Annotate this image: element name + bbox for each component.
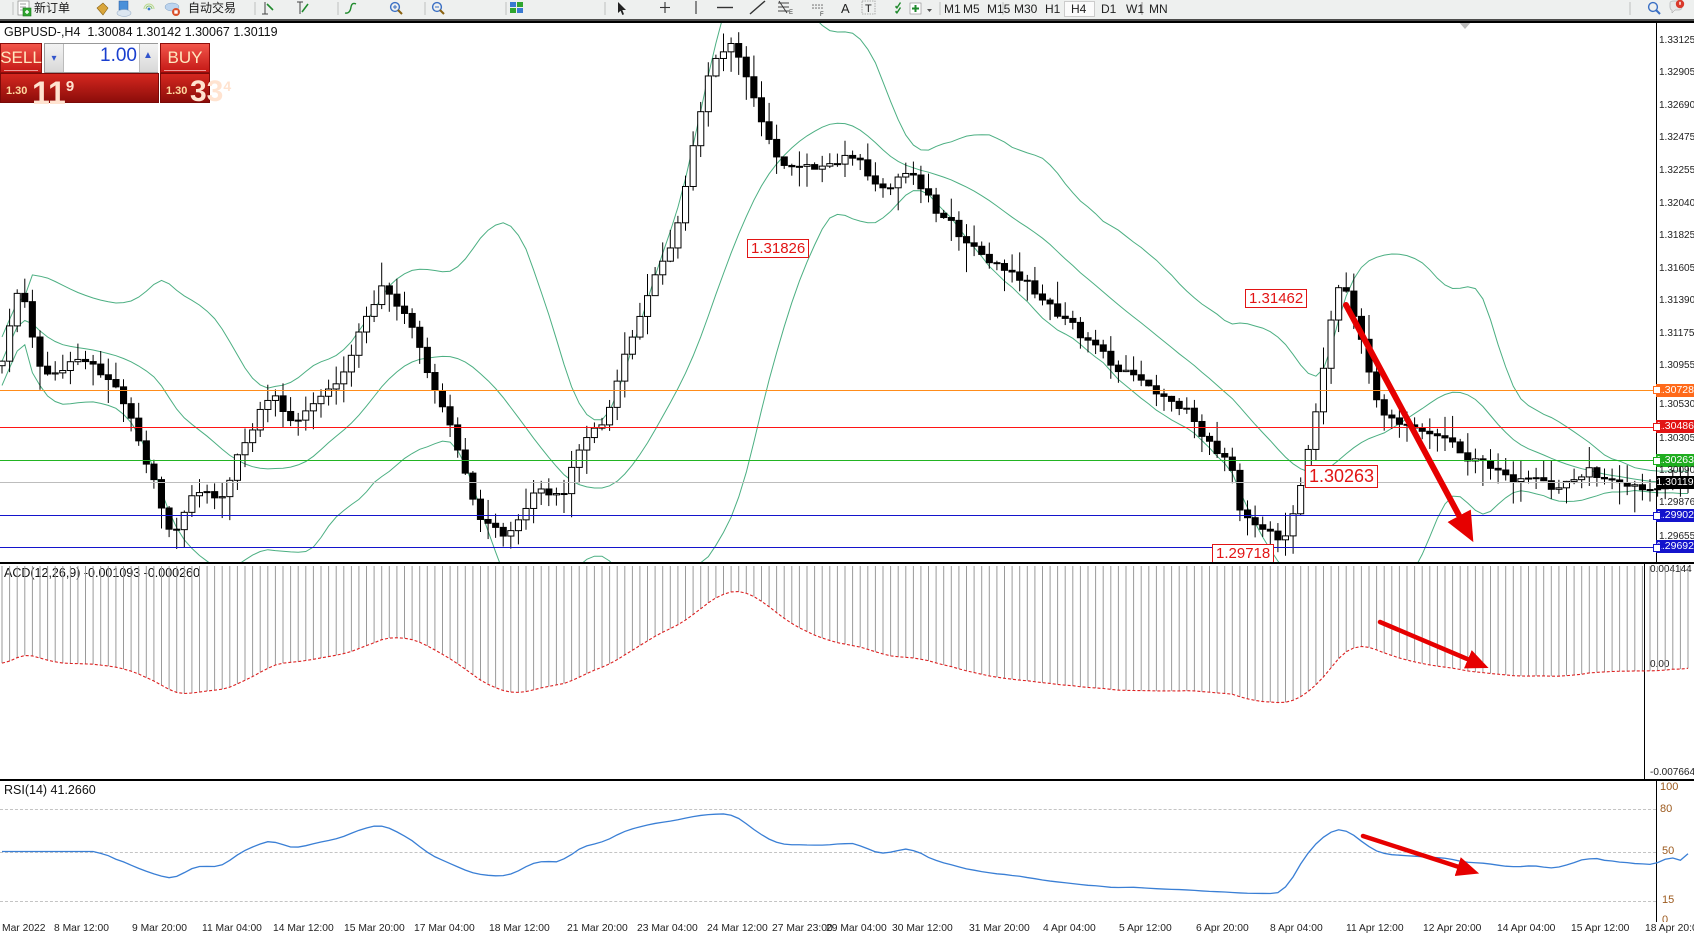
svg-text:T: T xyxy=(865,3,872,15)
svg-text:A: A xyxy=(841,1,850,16)
svg-text:E: E xyxy=(789,10,793,16)
svg-text:F: F xyxy=(820,12,824,17)
svg-text:新订单: 新订单 xyxy=(34,0,70,15)
svg-text:自动交易: 自动交易 xyxy=(188,0,236,15)
